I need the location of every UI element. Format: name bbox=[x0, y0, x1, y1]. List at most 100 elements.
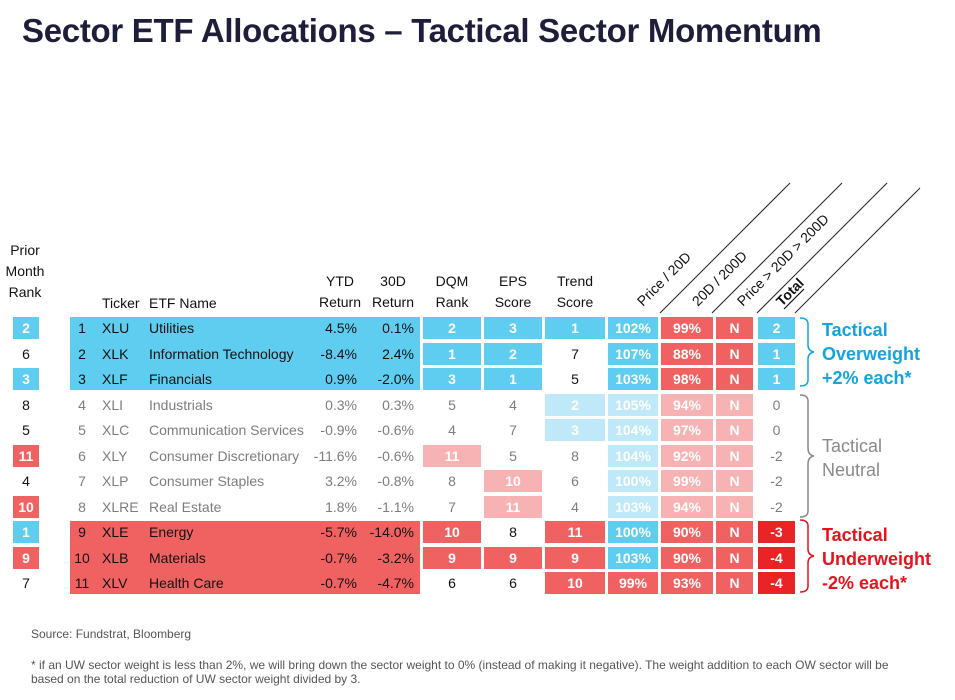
prior-month-rank-header: Prior Month Rank bbox=[5, 242, 45, 300]
source-note: Source: Fundstrat, Bloomberg bbox=[31, 627, 192, 641]
price-20d: 100% bbox=[608, 470, 658, 492]
underweight-band bbox=[70, 521, 420, 594]
dqm-rank-header: DQM Rank bbox=[435, 273, 469, 310]
price-gt: N bbox=[716, 572, 753, 594]
trend-score: 6 bbox=[571, 473, 579, 489]
overweight-brace bbox=[799, 317, 815, 387]
ytd-return: -0.7% bbox=[320, 575, 357, 591]
ytd-return: 0.3% bbox=[325, 397, 357, 413]
trend-score: 3 bbox=[545, 419, 605, 441]
neutral-label: Tactical Neutral bbox=[822, 436, 883, 480]
etf-name: Industrials bbox=[149, 397, 213, 413]
ticker: XLY bbox=[102, 448, 128, 464]
price-gt: N bbox=[716, 445, 753, 467]
20d-200d: 92% bbox=[661, 445, 713, 467]
30d-return: -0.6% bbox=[377, 448, 414, 464]
current-rank: 5 bbox=[78, 422, 86, 438]
trend-score: 10 bbox=[545, 572, 605, 594]
current-rank: 2 bbox=[78, 346, 86, 362]
ytd-return: -0.7% bbox=[320, 550, 357, 566]
ticker: XLF bbox=[102, 371, 128, 387]
price-20d: 99% bbox=[608, 572, 658, 594]
30d-return: 0.1% bbox=[382, 320, 414, 336]
price-gt: N bbox=[716, 496, 753, 518]
ticker: XLP bbox=[102, 473, 129, 489]
overweight-label: Tactical Overweight +2% each* bbox=[822, 320, 921, 388]
etf-name: Health Care bbox=[149, 575, 224, 591]
20d-200d: 99% bbox=[661, 470, 713, 492]
price-gt: N bbox=[716, 547, 753, 569]
eps-score: 9 bbox=[484, 547, 542, 569]
current-rank: 9 bbox=[78, 524, 86, 540]
current-rank: 8 bbox=[78, 499, 86, 515]
20d-200d: 90% bbox=[661, 521, 713, 543]
current-rank: 3 bbox=[78, 371, 86, 387]
trend-score: 5 bbox=[571, 371, 579, 387]
dqm-rank: 2 bbox=[423, 317, 481, 339]
ytd-return: -5.7% bbox=[320, 524, 357, 540]
trend-score-header: Trend Score bbox=[556, 273, 594, 310]
ytd-return-header: YTD Return bbox=[318, 273, 362, 310]
ticker: XLC bbox=[102, 422, 130, 438]
current-rank: 6 bbox=[78, 448, 86, 464]
dqm-rank: 4 bbox=[448, 422, 456, 438]
page-title: Sector ETF Allocations – Tactical Sector… bbox=[22, 12, 822, 49]
underweight-brace bbox=[799, 519, 815, 593]
price-gt: N bbox=[716, 394, 753, 416]
etf-name: Utilities bbox=[149, 320, 195, 336]
eps-score: 7 bbox=[509, 422, 517, 438]
trend-score: 2 bbox=[545, 394, 605, 416]
price-20d: 102% bbox=[608, 317, 658, 339]
trend-score: 4 bbox=[571, 499, 579, 515]
30d-return: -2.0% bbox=[377, 371, 414, 387]
30d-return-header: 30D Return bbox=[371, 273, 415, 310]
total-score: -4 bbox=[758, 547, 795, 569]
30d-return: -1.1% bbox=[377, 499, 414, 515]
prior-rank: 2 bbox=[13, 317, 39, 339]
total-score: -2 bbox=[770, 473, 783, 489]
etf-name: Real Estate bbox=[149, 499, 222, 515]
eps-score: 1 bbox=[484, 368, 542, 390]
price-20d: 104% bbox=[608, 419, 658, 441]
30d-return: 2.4% bbox=[382, 346, 414, 362]
dqm-rank: 6 bbox=[448, 575, 456, 591]
ticker: XLV bbox=[102, 575, 128, 591]
30d-return: -0.8% bbox=[377, 473, 414, 489]
dqm-rank: 5 bbox=[448, 397, 456, 413]
total-score: -4 bbox=[758, 572, 795, 594]
eps-score: 4 bbox=[509, 397, 517, 413]
20d-200d: 90% bbox=[661, 547, 713, 569]
price-20d: 100% bbox=[608, 521, 658, 543]
eps-score: 2 bbox=[484, 343, 542, 365]
price-gt: N bbox=[716, 368, 753, 390]
eps-score-header: EPS Score bbox=[494, 273, 532, 310]
trend-score: 11 bbox=[545, 521, 605, 543]
20d-200d: 94% bbox=[661, 496, 713, 518]
ytd-return: -8.4% bbox=[320, 346, 357, 362]
current-rank: 11 bbox=[74, 575, 90, 591]
20d-200d: 97% bbox=[661, 419, 713, 441]
dqm-rank: 9 bbox=[423, 547, 481, 569]
20d-200d: 94% bbox=[661, 394, 713, 416]
etf-name: Energy bbox=[149, 524, 194, 540]
eps-score: 5 bbox=[509, 448, 517, 464]
footnote: * if an UW sector weight is less than 2%… bbox=[31, 658, 889, 686]
price-20d: 103% bbox=[608, 368, 658, 390]
eps-score: 6 bbox=[509, 575, 517, 591]
prior-rank: 3 bbox=[13, 368, 39, 390]
ticker-header: Ticker bbox=[102, 295, 140, 311]
total-score: 2 bbox=[758, 317, 795, 339]
eps-score: 11 bbox=[484, 496, 542, 518]
ytd-return: -0.9% bbox=[320, 422, 357, 438]
30d-return: -4.7% bbox=[377, 575, 414, 591]
prior-rank: 6 bbox=[22, 346, 30, 362]
prior-rank: 7 bbox=[22, 575, 30, 591]
trend-score: 1 bbox=[545, 317, 605, 339]
trend-score: 7 bbox=[571, 346, 579, 362]
ytd-return: 1.8% bbox=[325, 499, 357, 515]
ytd-return: -11.6% bbox=[313, 448, 357, 464]
eps-score: 8 bbox=[509, 524, 517, 540]
underweight-label: Tactical Underweight -2% each* bbox=[822, 525, 932, 593]
